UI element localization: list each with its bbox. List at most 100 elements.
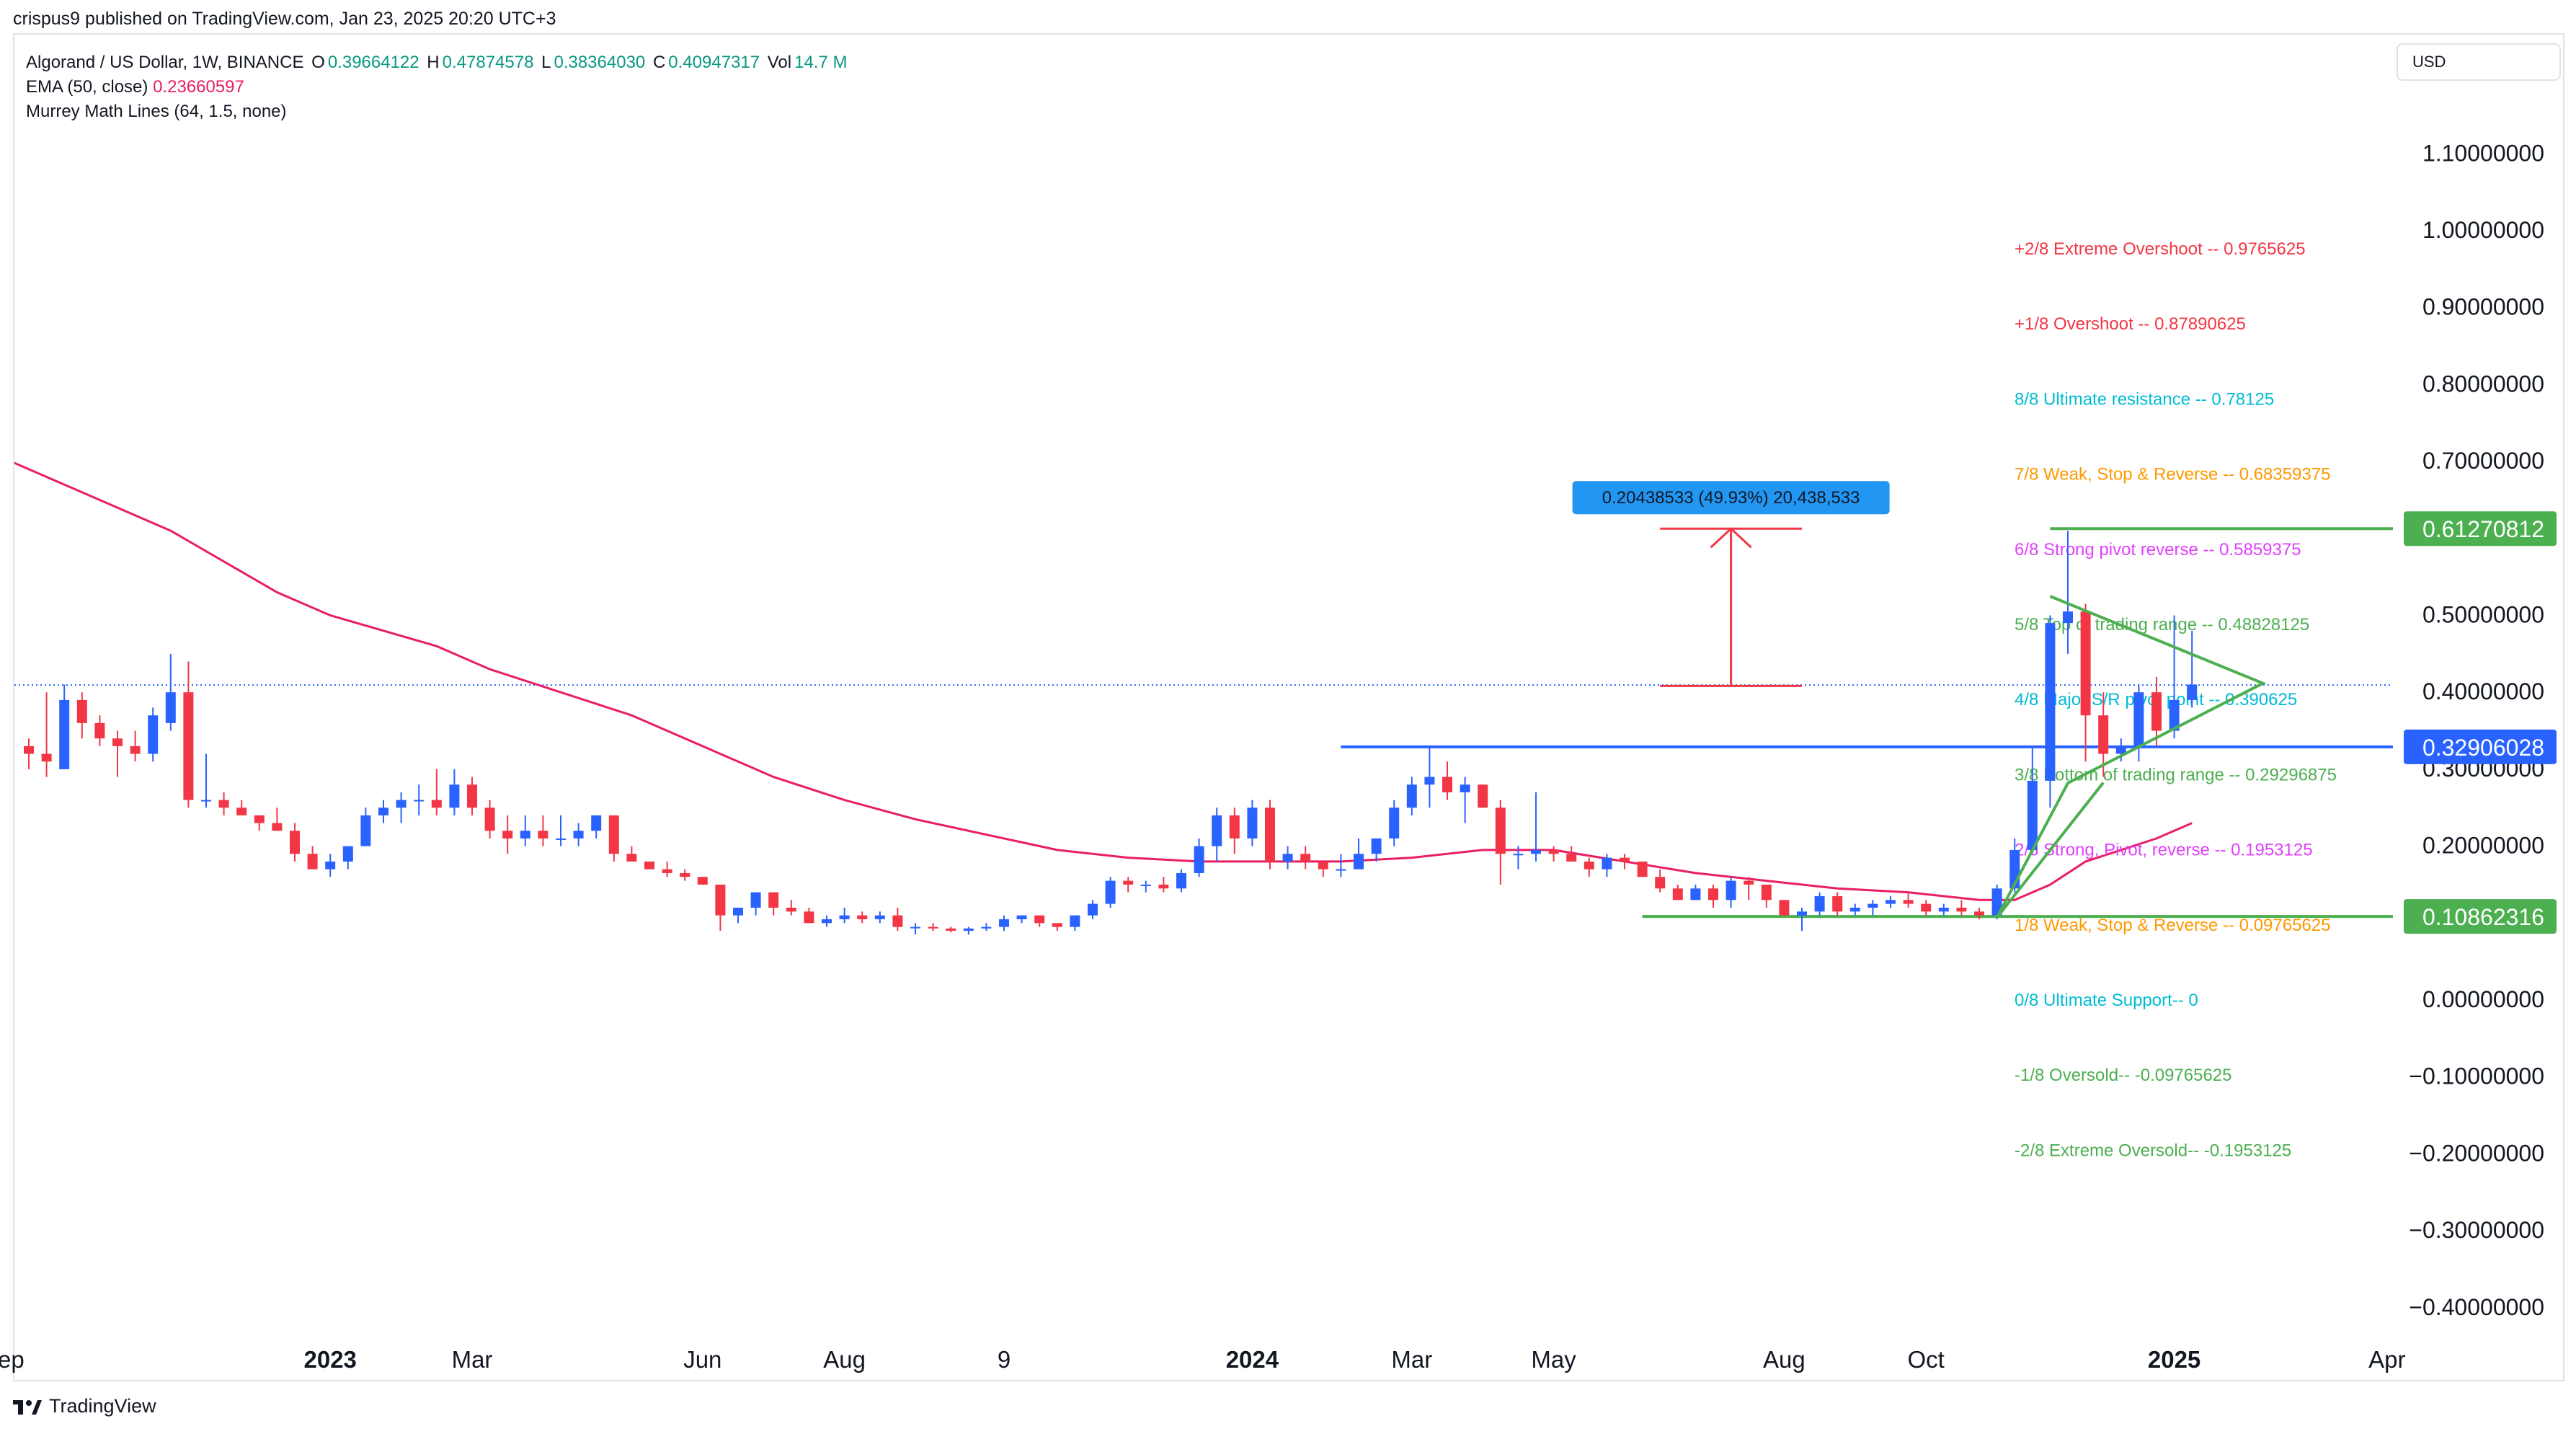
candle-body [467,784,477,808]
publisher-line: crispus9 published on TradingView.com, J… [13,9,556,29]
x-tick-label: Aug [823,1346,866,1373]
candle-body [165,692,176,723]
candle-body [1282,854,1293,862]
murrey-label-2: 8/8 Ultimate resistance -- 0.78125 [2015,389,2274,409]
price-badge-bg-2 [2404,899,2557,934]
open-value: 0.39664122 [327,53,419,72]
candle-body [1672,888,1683,901]
candle-body [1424,777,1435,785]
footer-brand: TradingView [13,1395,156,1417]
candle-body [1389,808,1400,839]
x-tick-label: Mar [452,1346,493,1373]
candle-body [1016,915,1027,919]
price-badge-label-0: 0.61270812 [2422,516,2544,542]
candle-body [414,800,425,802]
candle-body [1495,808,1506,854]
candle-body [839,915,850,919]
candle-body [591,815,602,831]
murrey-label-1: +1/8 Overshoot -- 0.87890625 [2015,314,2246,334]
price-badge-bg-0 [2404,511,2557,547]
high-label: H [427,53,440,72]
candle-body [502,831,513,839]
candle-body [1832,895,1843,912]
candle-body [1637,861,1648,877]
legend-murrey-row[interactable]: Murrey Math Lines (64, 1.5, none) [26,99,850,124]
candle-body [520,831,530,839]
candle-body [2080,611,2091,716]
price-badge-label-2: 0.10862316 [2422,904,2544,930]
murrey-label-7: 3/8 Bottom of trading range -- 0.2929687… [2015,765,2337,784]
candle-body [1584,861,1594,870]
currency-button[interactable]: USD [2397,43,2561,81]
x-tick-label: ep [0,1346,25,1373]
candle-body [1956,907,1967,912]
candle-body [1176,872,1186,889]
murrey-label-0: +2/8 Extreme Overshoot -- 0.9765625 [2015,239,2306,259]
candle-body [431,800,442,808]
candle-body [1655,877,1666,889]
x-tick-label: 2024 [1226,1346,1279,1373]
candle-body [2027,780,2038,850]
candle-body [715,884,726,916]
candle-body [874,915,885,919]
candle-body [2098,715,2109,754]
candle-body [750,892,761,908]
y-tick-label: 0.50000000 [2422,602,2544,628]
x-tick-label: Mar [1391,1346,1432,1373]
candle-body [1690,888,1701,901]
candle-body [112,738,123,746]
candle-body [608,815,619,854]
ema-label: EMA (50, close) [26,77,148,97]
candle-body [857,915,868,919]
candle-body [963,928,974,931]
candle-body [786,907,796,912]
low-label: L [541,53,551,72]
candle-body [892,915,903,927]
close-label: C [652,53,666,72]
legend-ema-row[interactable]: EMA (50, close) 0.23660597 [26,75,850,99]
candle-body [1548,849,1559,854]
candle-body [1229,815,1240,839]
candle-body [1140,884,1151,886]
murrey-label-3: 7/8 Weak, Stop & Reverse -- 0.68359375 [2015,465,2330,485]
price-badge-label-1: 0.32906028 [2422,735,2544,761]
candle-body [360,815,371,846]
candle-body [1991,888,2002,916]
murrey-label-8: 2/8 Strong, Pivot, reverse -- 0.1953125 [2015,841,2313,860]
candle-body [325,861,336,870]
measure-label-bg [1572,481,1890,515]
candle-body [41,753,52,762]
candle-body [2187,684,2198,700]
candle-body [946,928,956,931]
candle-body [1265,808,1275,862]
candle-body [1088,903,1098,916]
candle-body [928,926,938,929]
measure-arrowhead-icon [1710,527,1752,549]
candle-body [183,692,194,800]
close-value: 0.40947317 [668,53,760,72]
candle-body [697,877,708,885]
candle-body [130,746,141,754]
x-tick-label: 2025 [2148,1346,2200,1373]
candle-body [822,919,832,924]
candle-body [2151,692,2162,731]
low-value: 0.38364030 [554,53,646,72]
candle-body [1779,900,1790,916]
candle-body [1726,880,1736,901]
candle-body [342,846,353,862]
y-tick-label: −0.20000000 [2409,1140,2544,1166]
candle-body [1620,857,1630,862]
candle-body [1442,777,1452,792]
murrey-label-5: 5/8 Top of trading range -- 0.48828125 [2015,615,2309,634]
candle-body [662,869,672,873]
candle-body [1194,846,1204,873]
candle-body [1070,915,1080,927]
murrey-label-9: 1/8 Weak, Stop & Reverse -- 0.09765625 [2015,916,2330,935]
candle-body [1797,911,1807,916]
symbol-title[interactable]: Algorand / US Dollar, 1W, BINANCE [26,53,304,72]
candle-body [378,808,388,815]
candle-body [804,911,814,924]
y-tick-label: 0.20000000 [2422,833,2544,859]
candle-body [307,854,318,870]
